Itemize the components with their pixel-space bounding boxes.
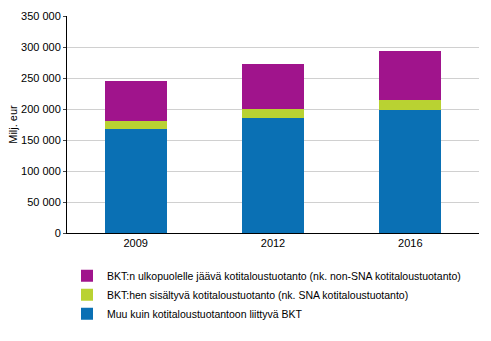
svg-text:50 000: 50 000: [27, 196, 61, 208]
svg-text:100 000: 100 000: [21, 165, 61, 177]
svg-text:0: 0: [55, 227, 61, 239]
svg-text:150 000: 150 000: [21, 134, 61, 146]
svg-text:BKT:n ulkopuolelle jäävä kotit: BKT:n ulkopuolelle jäävä kotitaloustuota…: [107, 270, 461, 282]
svg-text:350 000: 350 000: [21, 10, 61, 22]
svg-text:BKT:hen sisältyvä kotitaloustu: BKT:hen sisältyvä kotitaloustuotanto (nk…: [107, 289, 408, 301]
svg-text:250 000: 250 000: [21, 72, 61, 84]
svg-text:200 000: 200 000: [21, 103, 61, 115]
svg-text:2016: 2016: [398, 237, 422, 249]
svg-text:Muu kuin kotitaloustuotantoon: Muu kuin kotitaloustuotantoon liittyvä B…: [107, 308, 303, 320]
svg-text:Milj. eur: Milj. eur: [7, 105, 19, 144]
svg-text:2009: 2009: [123, 237, 147, 249]
svg-text:2012: 2012: [261, 237, 285, 249]
svg-text:300 000: 300 000: [21, 41, 61, 53]
